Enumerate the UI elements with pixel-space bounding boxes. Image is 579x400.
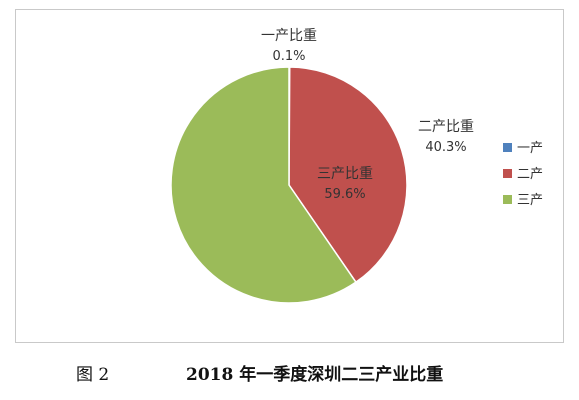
slice-category-label: 三产比重 <box>317 166 373 182</box>
pie-slice <box>288 66 408 284</box>
legend-swatch <box>503 143 512 152</box>
slice-category-label: 二产比重 <box>418 119 474 135</box>
slice-value-label: 0.1% <box>272 49 305 64</box>
legend-swatch <box>503 169 512 178</box>
legend-entry: 三产 <box>517 193 543 208</box>
figure-caption: 图 2 2018 年一季度深圳二三产业比重 <box>0 360 579 390</box>
legend-entry: 二产 <box>517 167 543 182</box>
slice-labels: 一产比重 0.1% 二产比重 40.3% 三产比重 59.6% <box>261 28 474 202</box>
legend-entry: 一产 <box>517 141 543 156</box>
figure-title: 2018 年一季度深圳二三产业比重 <box>186 365 444 385</box>
pie-slices <box>170 44 408 304</box>
slice-value-label: 59.6% <box>324 187 365 202</box>
slice-value-label: 40.3% <box>425 140 466 155</box>
figure-number: 图 2 <box>76 365 110 385</box>
legend-swatch <box>503 195 512 204</box>
slice-category-label: 一产比重 <box>261 28 317 44</box>
pie-slice <box>170 66 357 304</box>
